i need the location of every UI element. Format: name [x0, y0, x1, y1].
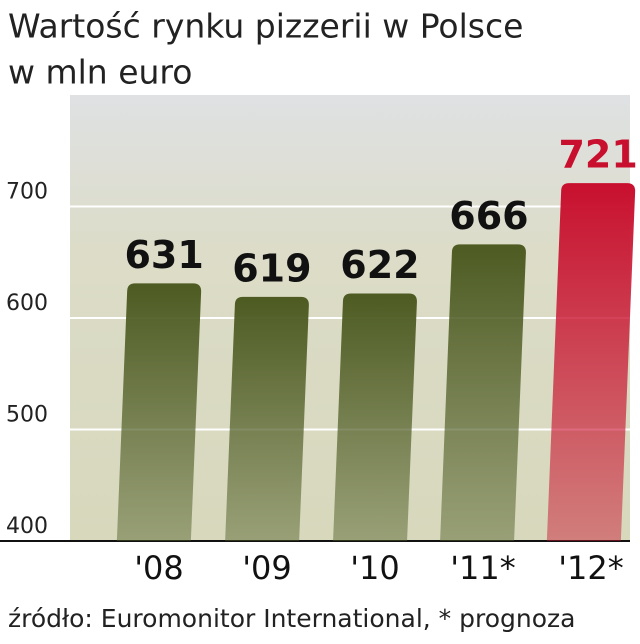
x-tick-label: '08 [134, 549, 184, 587]
bar [116, 283, 202, 541]
value-label: 631 [124, 233, 203, 277]
bar [333, 293, 417, 541]
x-tick-label: '09 [242, 549, 292, 587]
value-label: 666 [449, 194, 528, 238]
value-label: 619 [232, 246, 311, 290]
x-tick-label: '10 [350, 549, 400, 587]
bar [546, 183, 636, 541]
chart-subtitle: w mln euro [8, 53, 192, 92]
bar [225, 296, 309, 541]
chart-title: Wartość rynku pizzerii w Polsce [8, 7, 523, 46]
source-note: źródło: Euromonitor International, * pro… [8, 604, 575, 633]
x-tick-label: '12* [558, 549, 624, 587]
y-tick-label: 400 [6, 514, 48, 539]
value-label: 622 [340, 243, 419, 287]
x-tick-label: '11* [450, 549, 516, 587]
y-tick-label: 500 [6, 403, 48, 428]
y-tick-label: 600 [6, 291, 48, 316]
value-label: 721 [558, 133, 637, 177]
y-tick-label: 700 [6, 180, 48, 205]
bar [440, 244, 526, 541]
